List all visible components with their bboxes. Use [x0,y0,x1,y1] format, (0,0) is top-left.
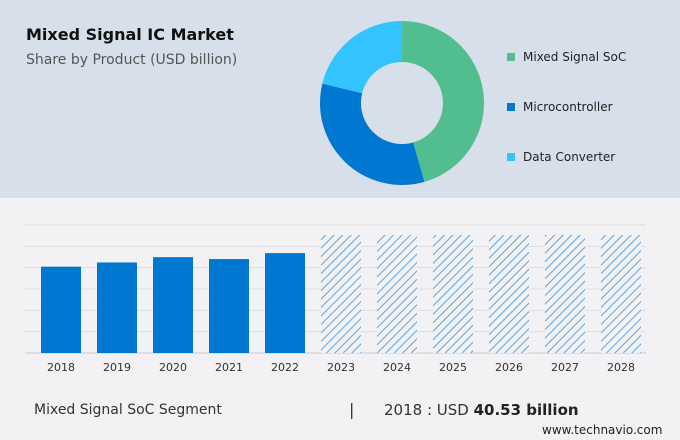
year-label: 2018 : USD [384,401,474,419]
forecast-bar-2028 [601,235,641,353]
bar-2019 [97,262,137,353]
legend-item-data-converter: Data Converter [507,150,615,164]
x-tick-label: 2027 [551,361,579,374]
segment-value: 2018 : USD 40.53 billion [384,401,579,419]
forecast-bar-2026 [489,235,529,353]
x-tick-label: 2021 [215,361,243,374]
x-tick-label: 2019 [103,361,131,374]
segment-label: Mixed Signal SoC Segment [34,402,222,418]
forecast-bar-2023 [321,235,361,353]
x-tick-label: 2020 [159,361,187,374]
forecast-bar-2024 [377,235,417,353]
chart-title: Mixed Signal IC Market [26,25,234,44]
legend-swatch [507,103,515,111]
source-link[interactable]: www.technavio.com [542,423,663,437]
donut-slice-mixed-signal-soc [402,21,485,182]
legend-item-microcontroller: Microcontroller [507,100,613,114]
forecast-bar-2027 [545,235,585,353]
donut-slice-data-converter [322,21,402,94]
legend-label: Microcontroller [523,100,613,114]
separator: | [349,400,355,419]
chart-subtitle: Share by Product (USD billion) [26,52,238,68]
legend-label: Data Converter [523,150,616,164]
x-tick-label: 2024 [383,361,411,374]
bars [41,235,641,353]
bar-2020 [153,257,193,353]
legend-swatch [507,53,515,61]
donut-chart [319,21,485,185]
legend-item-mixed-signal-soc: Mixed Signal SoC [507,50,626,64]
x-tick-label: 2026 [495,361,523,374]
x-tick-label: 2028 [607,361,635,374]
bar-2022 [265,253,305,353]
x-tick-label: 2018 [47,361,75,374]
bar-2021 [209,259,249,353]
value-bold: 40.53 billion [473,401,579,419]
forecast-bar-2025 [433,235,473,353]
bar-2018 [41,266,81,353]
donut-slice-microcontroller [319,83,425,185]
x-tick-label: 2025 [439,361,467,374]
x-tick-label: 2022 [271,361,299,374]
x-tick-label: 2023 [327,361,355,374]
x-ticks: 2018 2019 2020 2021 2022 2023 2024 2025 2026 2027… [47,361,635,374]
legend-label: Mixed Signal SoC [523,50,627,64]
legend-swatch [507,153,515,161]
